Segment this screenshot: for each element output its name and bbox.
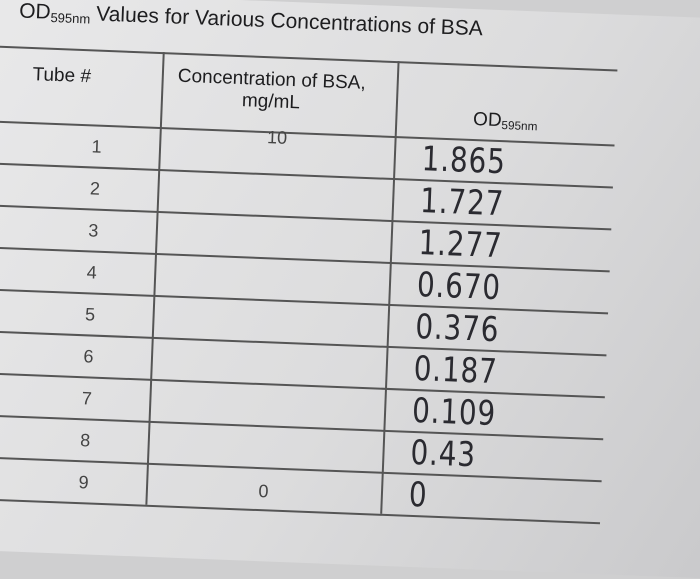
concentration-value: 10 bbox=[266, 127, 288, 148]
od-value: 1.277 bbox=[417, 223, 504, 267]
od-value: 0 bbox=[408, 474, 429, 516]
od-value: 1.865 bbox=[421, 139, 507, 183]
od-value: 0.43 bbox=[409, 432, 477, 476]
title-text: Values for Various Concentrations of BSA bbox=[95, 2, 484, 41]
header-concentration: Concentration of BSA, mg/mL bbox=[177, 65, 367, 114]
tube-number: 4 bbox=[86, 262, 98, 283]
tube-number: 2 bbox=[89, 178, 101, 199]
od-value: 1.727 bbox=[419, 181, 505, 225]
header-od-main: OD bbox=[472, 109, 503, 132]
tube-number: 5 bbox=[84, 304, 96, 325]
row-line bbox=[0, 498, 601, 524]
tube-number: 6 bbox=[83, 346, 94, 367]
od-value: 0.109 bbox=[411, 390, 497, 435]
table-title: OD595nm Values for Various Concentration… bbox=[19, 0, 483, 42]
column-line bbox=[145, 52, 165, 505]
column-line bbox=[380, 61, 400, 514]
tube-number: 7 bbox=[81, 388, 93, 409]
tube-number: 8 bbox=[79, 430, 91, 451]
od-value: 0.187 bbox=[413, 348, 499, 393]
od-value: 0.376 bbox=[414, 306, 501, 351]
od-value: 0.670 bbox=[416, 265, 502, 309]
header-tube: Tube # bbox=[32, 64, 92, 88]
header-od: OD595nm bbox=[415, 107, 596, 136]
tube-number: 9 bbox=[78, 472, 90, 493]
title-prefix: OD bbox=[18, 0, 52, 24]
title-subscript: 595nm bbox=[50, 9, 91, 27]
concentration-value: 0 bbox=[258, 481, 269, 502]
tube-number: 1 bbox=[91, 136, 102, 157]
tube-number: 3 bbox=[87, 220, 99, 241]
header-od-sub: 595nm bbox=[501, 119, 538, 134]
